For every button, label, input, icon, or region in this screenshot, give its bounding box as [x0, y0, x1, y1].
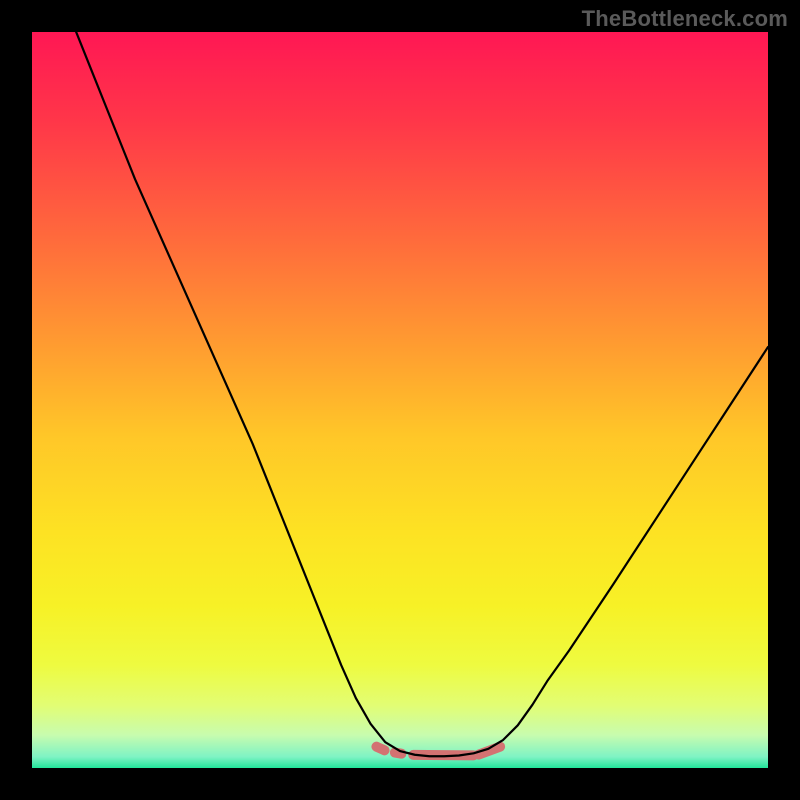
plot-svg — [32, 32, 768, 768]
chart-canvas: TheBottleneck.com — [0, 0, 800, 800]
watermark-text: TheBottleneck.com — [582, 6, 788, 32]
plot-area — [32, 32, 768, 768]
gradient-background — [32, 32, 768, 768]
